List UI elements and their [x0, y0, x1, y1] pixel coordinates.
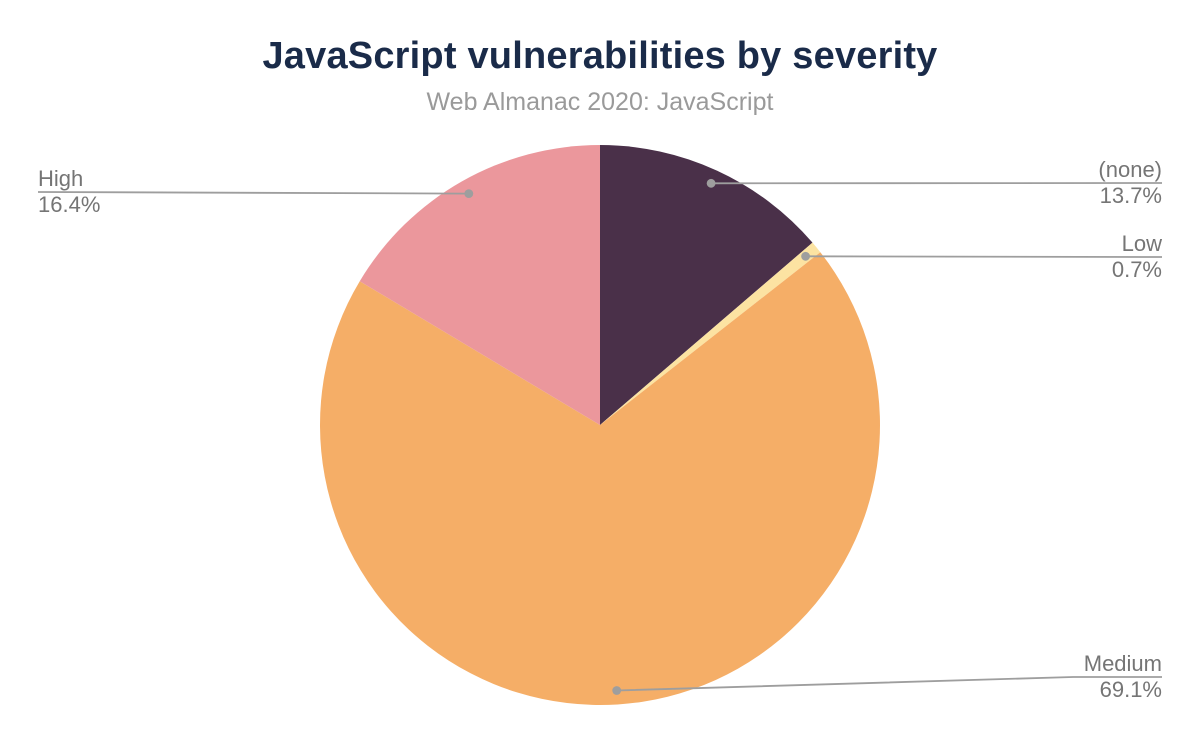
callout-medium-value: 69.1%: [1099, 677, 1162, 702]
leader-dot-medium: [612, 686, 622, 695]
pie-slice-medium[interactable]: [319, 252, 880, 705]
callout-none-value: 13.7%: [1099, 183, 1162, 208]
leader-dot-low: [801, 251, 810, 261]
callout-high-label: High: [38, 166, 84, 191]
pie-slice-low[interactable]: [600, 242, 821, 425]
chart-subtitle: Web Almanac 2020: JavaScript: [426, 88, 774, 116]
callout-high: High 16.4%: [38, 166, 100, 218]
chart-title: JavaScript vulnerabilities by severity: [262, 35, 938, 77]
leader-line-low: [805, 255, 1163, 258]
callout-medium-label: Medium: [1083, 651, 1162, 676]
callout-low: Low 0.7%: [1112, 231, 1162, 283]
leader-dot-high: [464, 189, 474, 199]
callout-none: (none) 13.7%: [1098, 157, 1162, 209]
leader-dot-none: [706, 178, 716, 188]
callout-none-label: (none): [1098, 157, 1162, 182]
callout-high-value: 16.4%: [38, 192, 101, 217]
callout-low-label: Low: [1121, 231, 1162, 256]
leader-line-high: [37, 191, 469, 195]
pie-slice-high[interactable]: [359, 144, 600, 425]
pie-slice-none[interactable]: [600, 145, 813, 425]
leader-line-medium: [616, 676, 1162, 692]
callout-low-value: 0.7%: [1111, 257, 1162, 282]
callout-medium: Medium 69.1%: [1084, 651, 1162, 703]
